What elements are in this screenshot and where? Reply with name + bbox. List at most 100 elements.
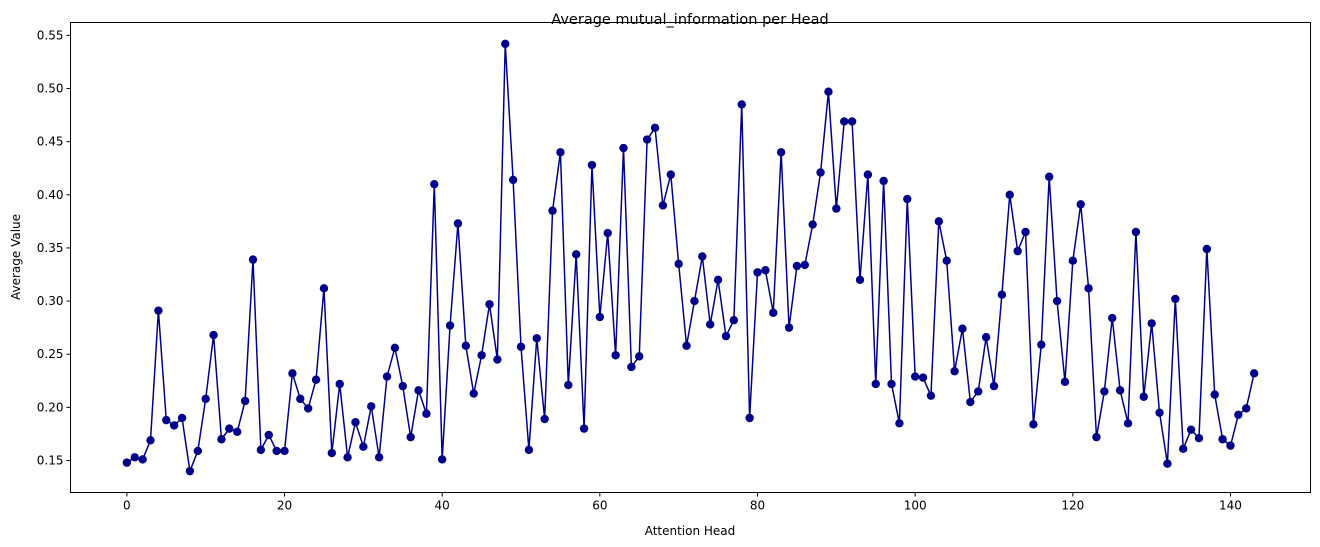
data-point [1194,433,1204,443]
data-point [193,446,203,456]
data-point [398,381,407,391]
data-point [501,39,510,49]
data-point [619,143,628,153]
data-point [422,409,431,418]
data-point [201,394,210,404]
y-tick-label: 0.55 [37,28,64,42]
data-point [233,427,242,437]
data-point [769,308,778,317]
data-point [666,170,675,179]
data-point [847,117,857,126]
x-tick-label: 80 [750,499,765,513]
x-tick-label: 20 [277,499,292,513]
data-point [1147,319,1156,328]
data-point [729,316,739,325]
data-point [635,352,644,361]
data-point [784,323,794,332]
data-point [335,379,344,389]
data-point [516,342,526,351]
y-tick-label: 0.15 [37,454,64,468]
data-point [288,369,297,378]
x-tick-label: 140 [1219,499,1242,513]
y-tick-label: 0.20 [37,400,64,414]
data-point [532,334,541,343]
data-point [351,418,360,427]
data-point [162,415,171,425]
data-point [1178,444,1188,454]
data-point [1092,432,1101,442]
data-point [540,414,549,424]
data-point [130,453,139,462]
data-point [1123,419,1133,428]
data-point [485,300,494,309]
data-point [382,372,392,381]
data-point [1084,284,1093,293]
data-point [1029,420,1038,429]
data-point [595,312,605,322]
data-point [800,260,809,270]
data-point [1242,404,1251,413]
data-point [556,148,565,157]
data-point [437,455,447,464]
data-point [698,252,707,261]
data-point [240,396,250,406]
data-point [611,351,620,360]
data-point [840,117,849,126]
data-point [296,394,305,404]
data-point [1060,377,1070,387]
data-point [674,259,683,269]
data-point [146,436,155,445]
data-point [1171,294,1180,304]
x-axis-title: Attention Head [645,524,736,538]
data-point [430,179,439,189]
y-tick-label: 0.50 [37,82,64,96]
data-point [682,341,691,350]
data-point [587,160,597,170]
data-point [642,135,652,144]
data-point [1155,408,1164,417]
data-point [966,397,975,407]
data-point [1234,410,1243,419]
data-point [1226,441,1235,450]
data-point [903,194,912,204]
data-point [122,458,132,467]
data-point [1037,340,1046,349]
data-point [209,330,218,340]
data-point [367,402,376,411]
data-point [1100,387,1109,396]
data-point [414,386,423,395]
data-point [169,421,179,430]
data-point [910,372,920,381]
data-point [177,413,187,423]
data-point [690,296,699,306]
y-tick-label: 0.40 [37,188,64,202]
data-point [745,413,754,423]
data-point [863,170,873,179]
data-point [658,201,668,210]
data-point [493,355,502,364]
data-point [974,387,983,396]
data-point [1163,459,1172,468]
data-point [359,442,368,451]
data-point [871,379,880,389]
x-tick-label: 120 [1061,499,1084,513]
data-point [217,435,226,444]
data-point [627,362,636,372]
data-point [248,255,258,264]
data-point [934,217,944,226]
data-point [280,446,289,456]
data-point [824,87,833,96]
data-point [650,123,660,133]
data-point [572,250,581,259]
series-layer [122,39,1259,476]
data-point [154,306,163,315]
data-point [524,445,534,455]
data-point [138,455,147,464]
x-axis: 0 20 40 60 80 100 120 140 [123,492,1242,513]
data-point [792,261,802,271]
y-tick-label: 0.30 [37,294,64,308]
data-point [445,321,455,330]
data-point [1131,227,1141,237]
data-point [1005,190,1014,199]
